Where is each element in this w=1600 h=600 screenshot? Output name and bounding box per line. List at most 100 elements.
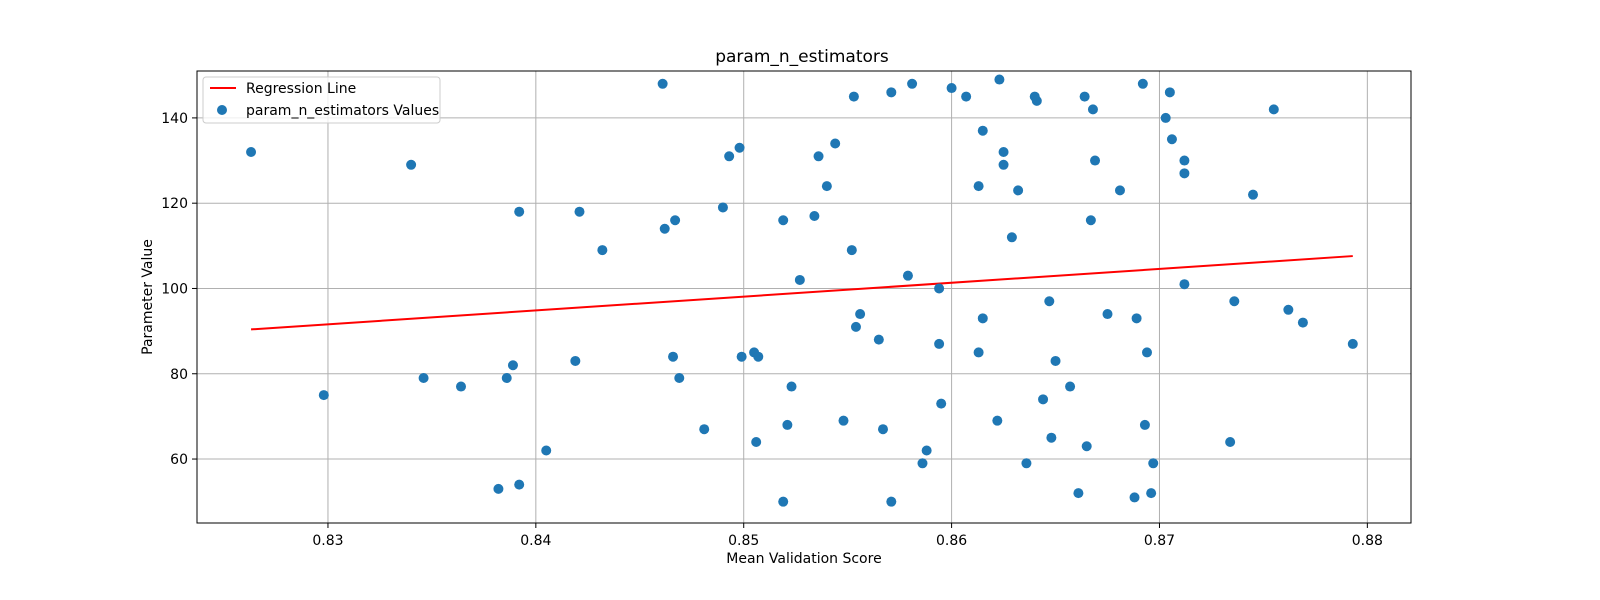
- scatter-point: [830, 138, 841, 149]
- x-tick-label: 0.86: [936, 533, 967, 549]
- scatter-point: [1179, 168, 1190, 179]
- scatter-point: [318, 390, 329, 401]
- scatter-point: [994, 74, 1005, 85]
- scatter-point: [1268, 104, 1279, 115]
- scatter-point: [946, 83, 957, 94]
- legend: Regression Line param_n_estimators Value…: [202, 76, 441, 124]
- scatter-point: [1065, 381, 1076, 392]
- y-tick-label: 60: [170, 452, 188, 468]
- scatter-point: [1141, 347, 1152, 358]
- scatter-point: [1050, 355, 1061, 366]
- x-tick-label: 0.88: [1352, 533, 1383, 549]
- x-axis-ticks: 0.83 0.84 0.85 0.86 0.87 0.88: [312, 523, 1383, 549]
- scatter-point: [809, 210, 820, 221]
- scatter-point: [1006, 232, 1017, 243]
- x-tick-label: 0.85: [728, 533, 759, 549]
- scatter-point: [977, 313, 988, 324]
- scatter-point: [717, 202, 728, 213]
- scatter-point: [1079, 91, 1090, 102]
- legend-box: [202, 76, 441, 124]
- scatter-point: [1073, 488, 1084, 499]
- x-tick-label: 0.83: [312, 533, 343, 549]
- scatter-point: [786, 381, 797, 392]
- legend-regression-line-label: Regression Line: [246, 81, 356, 97]
- x-tick-label: 0.84: [520, 533, 551, 549]
- legend-scatter-marker: [217, 105, 227, 115]
- y-tick-label: 140: [161, 111, 188, 127]
- scatter-point: [751, 436, 762, 447]
- scatter-point: [1114, 185, 1125, 196]
- scatter-point: [1131, 313, 1142, 324]
- scatter-point: [973, 347, 984, 358]
- scatter-point: [1139, 419, 1150, 430]
- scatter-point: [778, 496, 789, 507]
- scatter-point: [1164, 87, 1175, 98]
- scatter-point: [514, 479, 525, 490]
- scatter-point: [977, 125, 988, 136]
- scatter-point: [1085, 215, 1096, 226]
- scatter-point: [670, 215, 681, 226]
- scatter-point: [1129, 492, 1140, 503]
- scatter-point: [456, 381, 467, 392]
- x-tick-label: 0.87: [1144, 533, 1175, 549]
- scatter-point: [848, 91, 859, 102]
- scatter-point: [570, 355, 581, 366]
- scatter-point: [873, 334, 884, 345]
- y-axis-label: Parameter Value: [140, 239, 156, 355]
- scatter-point: [1166, 134, 1177, 145]
- scatter-point: [934, 283, 945, 294]
- scatter-point: [838, 415, 849, 426]
- scatter-point: [936, 398, 947, 409]
- scatter-point: [724, 151, 735, 162]
- scatter-point: [507, 360, 518, 371]
- scatter-point: [782, 419, 793, 430]
- scatter-point: [1087, 104, 1098, 115]
- scatter-point: [992, 415, 1003, 426]
- plot-frame: [196, 70, 1412, 524]
- scatter-point: [1148, 458, 1159, 469]
- scatter-point: [1137, 78, 1148, 89]
- scatter-point: [821, 181, 832, 192]
- scatter-point: [1248, 189, 1259, 200]
- scatter-point: [850, 321, 861, 332]
- scatter-point: [1102, 309, 1113, 320]
- scatter-point: [886, 496, 897, 507]
- scatter-point: [1229, 296, 1240, 307]
- regression-line: [250, 255, 1353, 331]
- scatter-point: [1225, 436, 1236, 447]
- scatter-point: [961, 91, 972, 102]
- scatter-point: [597, 245, 608, 256]
- scatter-point: [1160, 112, 1171, 123]
- scatter-point: [877, 424, 888, 435]
- scatter-point: [1146, 488, 1157, 499]
- scatter-point: [1179, 279, 1190, 290]
- scatter-point: [778, 215, 789, 226]
- scatter-point: [998, 159, 1009, 170]
- scatter-point: [1090, 155, 1101, 166]
- scatter-point: [813, 151, 824, 162]
- y-tick-label: 120: [161, 196, 188, 212]
- scatter-point: [1297, 317, 1308, 328]
- scatter-point: [1347, 338, 1358, 349]
- scatter-point: [1179, 155, 1190, 166]
- scatter-point: [973, 181, 984, 192]
- scatter-point: [418, 373, 429, 384]
- scatter-point: [846, 245, 857, 256]
- scatter-point: [1044, 296, 1055, 307]
- scatter-point: [855, 309, 866, 320]
- scatter-point: [1013, 185, 1024, 196]
- scatter-point: [668, 351, 679, 362]
- x-axis-label: Mean Validation Score: [726, 551, 881, 567]
- plot-marks: [246, 74, 1358, 507]
- scatter-point: [574, 206, 585, 217]
- scatter-point: [907, 78, 918, 89]
- scatter-point: [501, 373, 512, 384]
- scatter-point: [902, 270, 913, 281]
- scatter-point: [753, 351, 764, 362]
- scatter-point: [917, 458, 928, 469]
- scatter-point: [699, 424, 710, 435]
- scatter-point: [998, 147, 1009, 158]
- chart-title: param_n_estimators: [715, 47, 889, 67]
- scatter-point: [674, 373, 685, 384]
